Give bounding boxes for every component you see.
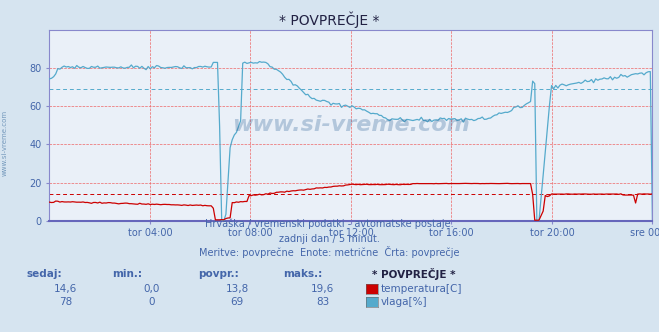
Text: zadnji dan / 5 minut.: zadnji dan / 5 minut. [279, 234, 380, 244]
Text: www.si-vreme.com: www.si-vreme.com [232, 115, 470, 135]
Text: povpr.:: povpr.: [198, 269, 239, 279]
Text: 69: 69 [231, 297, 244, 307]
Text: 83: 83 [316, 297, 330, 307]
Text: 13,8: 13,8 [225, 284, 249, 294]
Text: 14,6: 14,6 [54, 284, 78, 294]
Text: 78: 78 [59, 297, 72, 307]
Text: 0,0: 0,0 [144, 284, 159, 294]
Text: Meritve: povprečne  Enote: metrične  Črta: povprečje: Meritve: povprečne Enote: metrične Črta:… [199, 246, 460, 258]
Text: maks.:: maks.: [283, 269, 323, 279]
Text: www.si-vreme.com: www.si-vreme.com [1, 110, 8, 176]
Text: temperatura[C]: temperatura[C] [381, 284, 463, 294]
Text: min.:: min.: [112, 269, 142, 279]
Text: * POVPREČJE *: * POVPREČJE * [372, 268, 456, 280]
Text: 0: 0 [148, 297, 155, 307]
Text: vlaga[%]: vlaga[%] [381, 297, 428, 307]
Text: Hrvaška / vremenski podatki - avtomatske postaje.: Hrvaška / vremenski podatki - avtomatske… [205, 219, 454, 229]
Text: 19,6: 19,6 [311, 284, 335, 294]
Text: * POVPREČJE *: * POVPREČJE * [279, 12, 380, 28]
Text: sedaj:: sedaj: [26, 269, 62, 279]
